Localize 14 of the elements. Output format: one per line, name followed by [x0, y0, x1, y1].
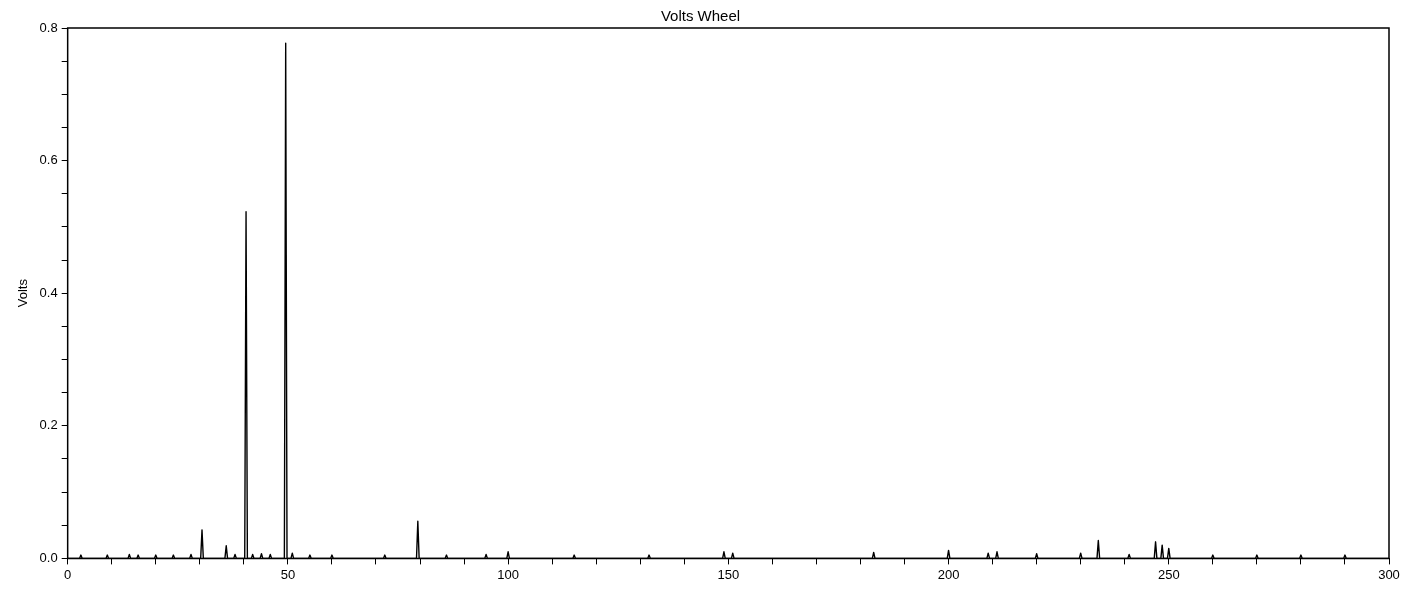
y-tick-label: 0.4	[39, 284, 58, 300]
x-tick-label: 100	[497, 566, 519, 582]
chart-title: Volts Wheel	[660, 7, 741, 25]
x-tick-label: 0	[64, 566, 72, 582]
y-axis-title: Volts	[15, 278, 31, 308]
x-tick-label: 250	[1157, 566, 1180, 582]
x-tick-label: 150	[717, 566, 740, 582]
x-tick-label: 50	[280, 566, 296, 582]
y-tick-label: 0.2	[39, 417, 58, 433]
x-tick-label: 200	[937, 566, 960, 582]
y-tick-label: 0.0	[39, 549, 58, 565]
y-tick-label: 0.6	[39, 152, 58, 168]
y-tick-label: 0.8	[39, 19, 58, 35]
x-tick-label: 300	[1378, 566, 1400, 582]
